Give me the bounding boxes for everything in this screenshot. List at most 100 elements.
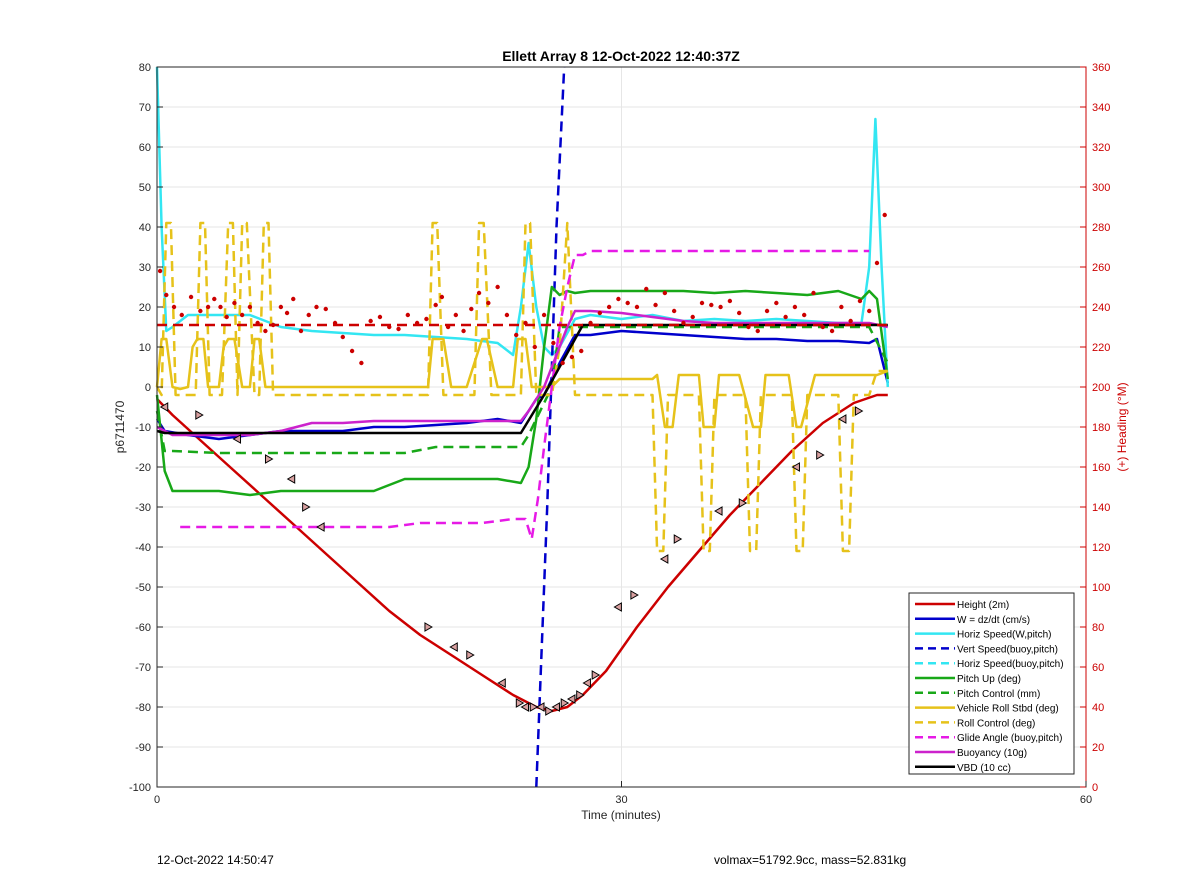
height-marker [529, 702, 539, 712]
x-axis-ticks: 0 30 60 [154, 781, 1092, 806]
heading-point [291, 296, 296, 302]
height-marker [816, 450, 825, 460]
height-marker [545, 706, 554, 716]
heading-point [560, 360, 565, 366]
x-tick-label: 60 [1080, 794, 1092, 806]
series-buoyancy-10g [156, 309, 889, 437]
heading-point [699, 300, 705, 306]
footer-timestamp: 12-Oct-2022 14:50:47 [157, 853, 274, 867]
y2-tick-label: 100 [1092, 582, 1110, 594]
legend-label: Vehicle Roll Stbd (deg) [957, 704, 1059, 715]
heading-point [634, 304, 640, 310]
legend: Height (2m) W = dz/dt (cm/s) Horiz Speed(W… [908, 592, 1075, 775]
heading-point [247, 304, 253, 310]
heading-point [588, 320, 593, 326]
y-tick-label: -20 [135, 462, 151, 474]
heading-point [188, 294, 194, 300]
y2-tick-label: 200 [1092, 382, 1110, 394]
heading-point [314, 304, 319, 310]
height-marker [520, 702, 530, 712]
x-tick-label: 0 [154, 794, 160, 806]
heading-point [396, 326, 401, 332]
heading-point [746, 324, 751, 330]
heading-point [579, 348, 584, 354]
y-tick-label: 10 [139, 342, 151, 354]
legend-label: Buoyancy (10g) [957, 748, 1027, 759]
series-horiz-speed-w-pitch [155, 66, 890, 388]
footer-summary: volmax=51792.9cc, mass=52.831kg [714, 853, 907, 867]
heading-point [377, 314, 383, 320]
heading-point [551, 340, 556, 346]
height-marker [302, 502, 311, 512]
x-axis-label: Time (minutes) [581, 808, 661, 822]
heading-point [439, 294, 445, 300]
heading-point [662, 290, 668, 296]
heading-point [514, 332, 519, 338]
heading-point [774, 300, 779, 306]
heading-point [278, 304, 284, 310]
y-tick-label: 70 [139, 102, 151, 114]
y2-tick-label: 60 [1092, 662, 1104, 674]
series-layer [155, 66, 890, 788]
height-marker [738, 498, 748, 508]
height-marker [264, 454, 274, 464]
heading-point [718, 304, 723, 310]
heading-point [476, 290, 482, 296]
legend-label: W = dz/dt (cm/s) [957, 615, 1030, 626]
heading-point [368, 318, 373, 324]
heading-point [644, 286, 649, 292]
heading-point [486, 300, 491, 306]
heading-point [569, 354, 575, 360]
y2-tick-label: 20 [1092, 742, 1104, 754]
series-pitch-control-mm [155, 325, 889, 455]
y-tick-label: 20 [139, 302, 151, 314]
heading-point [597, 310, 603, 316]
heading-point [433, 302, 438, 308]
y-tick-label: -40 [135, 542, 151, 554]
legend-label: Height (2m) [957, 600, 1009, 611]
y-tick-label: -10 [135, 422, 151, 434]
heading-point [857, 298, 863, 304]
heading-point [212, 296, 217, 302]
y-tick-label: -70 [135, 662, 151, 674]
heading-point [829, 328, 835, 334]
height-marker [560, 698, 570, 708]
height-marker [854, 406, 864, 416]
x-tick-label: 30 [615, 794, 627, 806]
height-marker [497, 678, 506, 688]
heading-point [874, 260, 880, 266]
heading-point [453, 312, 459, 318]
legend-label: VBD (10 cc) [957, 763, 1011, 774]
heading-point [218, 304, 223, 310]
heading-point [625, 300, 630, 306]
y2-tick-label: 300 [1092, 182, 1110, 194]
y-tick-label: -60 [135, 622, 151, 634]
y2-tick-label: 240 [1092, 302, 1110, 314]
height-marker [714, 506, 723, 516]
heading-point [541, 312, 547, 318]
y2-tick-label: 80 [1092, 622, 1104, 634]
y-tick-label: -100 [129, 782, 151, 794]
legend-label: Pitch Control (mm) [957, 689, 1040, 700]
legend-label: Roll Control (deg) [957, 718, 1035, 729]
y2-tick-label: 0 [1092, 782, 1098, 794]
y2-tick-label: 160 [1092, 462, 1110, 474]
heading-point [332, 320, 338, 326]
height-marker [286, 474, 296, 484]
y-tick-label: -30 [135, 502, 151, 514]
heading-point [727, 298, 733, 304]
heading-point [323, 306, 328, 312]
heading-point [205, 304, 211, 310]
height-marker [449, 642, 458, 652]
y-tick-label: -90 [135, 742, 151, 754]
heading-point [171, 304, 177, 310]
heading-point [349, 348, 355, 354]
y-tick-label: 50 [139, 182, 151, 194]
y-tick-label: -50 [135, 582, 151, 594]
marker-layer [159, 402, 864, 716]
series-pitch-up-deg [155, 285, 890, 497]
y2-axis-label: (+) Heading (°M) [1115, 382, 1129, 471]
heading-point [232, 300, 237, 306]
heading-point [157, 268, 163, 274]
